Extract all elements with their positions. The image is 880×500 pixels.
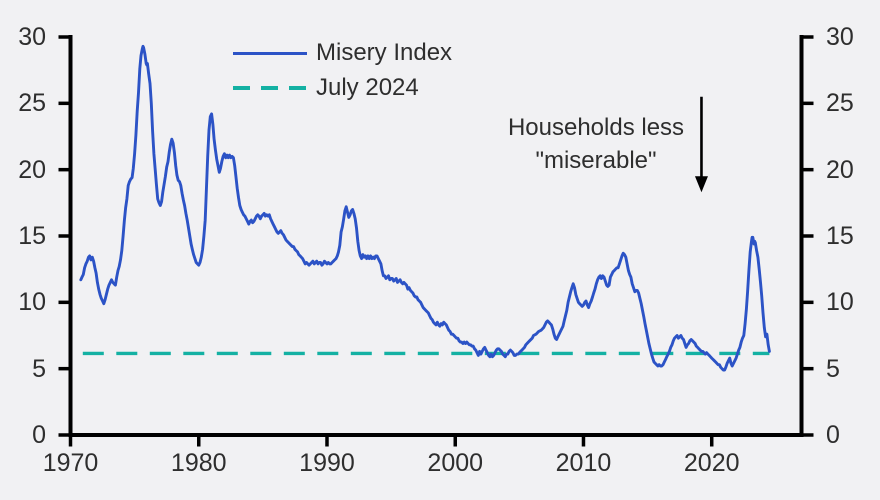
annotation-line2: "miserable" (535, 147, 657, 174)
annotation-arrow-head-icon (694, 176, 708, 193)
y-axis-tick-label-left: 20 (18, 155, 46, 184)
y-axis-tick-label-right: 15 (826, 222, 854, 250)
x-axis-tick-label: 1970 (42, 449, 99, 477)
y-axis-tick-label-left: 10 (18, 288, 46, 317)
annotation-households-less-miserable: Households less "miserable" (446, 111, 746, 177)
legend-label-july-2024: July 2024 (316, 74, 419, 101)
x-axis-tick-label: 1980 (170, 449, 227, 477)
y-axis-tick-label-left: 15 (18, 222, 46, 250)
july-2024-dashed-swatch (233, 86, 307, 90)
y-axis-tick-label-right: 25 (826, 89, 854, 118)
y-axis-tick-label-left: 25 (18, 89, 46, 118)
y-axis-tick-label-left: 30 (18, 23, 46, 51)
misery-index-line (79, 44, 771, 372)
misery-index-line-swatch (233, 51, 307, 55)
y-axis-tick-label-right: 10 (826, 288, 854, 317)
y-axis-tick-label-left: 5 (32, 354, 46, 383)
y-axis-tick-label-right: 20 (826, 155, 854, 184)
x-axis-tick-label: 1990 (299, 449, 355, 477)
annotation-line1: Households less (507, 114, 685, 141)
y-axis-tick-label-left: 0 (32, 421, 46, 449)
legend-item-july-2024: July 2024 (233, 73, 419, 103)
y-axis-tick-label-right: 30 (826, 23, 854, 51)
x-axis-tick-label: 2010 (555, 449, 612, 477)
x-axis-tick-label: 2020 (683, 449, 740, 477)
y-axis-tick-label-right: 5 (826, 354, 840, 383)
y-axis-tick-label-right: 0 (826, 421, 840, 449)
legend-label-misery-index: Misery Index (316, 39, 453, 66)
legend-item-misery-index: Misery Index (233, 38, 452, 68)
x-axis-tick-label: 2000 (427, 449, 484, 477)
